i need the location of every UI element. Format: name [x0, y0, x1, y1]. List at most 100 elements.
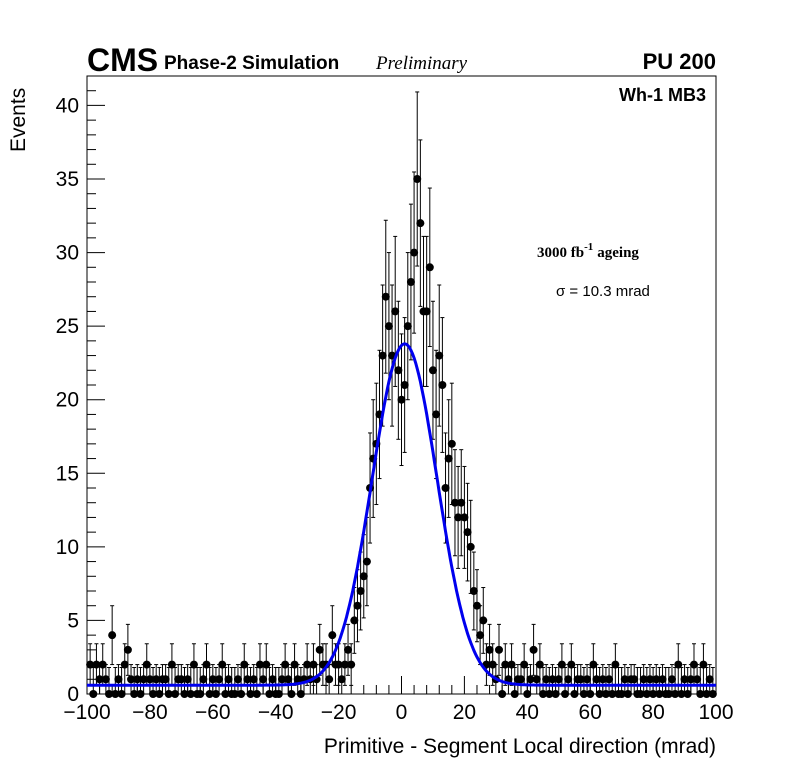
data-point — [539, 690, 548, 698]
chamber-label: Wh-1 MB3 — [619, 85, 706, 105]
y-tick-label: 0 — [67, 683, 79, 706]
data-point — [98, 660, 107, 669]
data-point — [92, 660, 101, 669]
data-point — [488, 660, 497, 669]
data-point — [406, 278, 415, 286]
data-point — [535, 660, 544, 669]
data-point — [400, 381, 409, 389]
data-point — [262, 660, 271, 669]
data-point — [350, 616, 359, 625]
data-point — [101, 675, 110, 684]
data-point — [620, 675, 629, 684]
data-point — [630, 675, 639, 684]
data-point — [557, 660, 566, 669]
data-point — [410, 248, 419, 257]
sigma-label: σ = 10.3 mrad — [556, 283, 650, 300]
data-point — [413, 175, 422, 183]
data-point — [545, 690, 554, 698]
data-point — [416, 219, 425, 228]
x-tick-labels: −100 −80 −60 −40 −20 0 20 40 60 80 100 — [63, 701, 733, 724]
data-point — [579, 690, 588, 698]
data-point — [337, 675, 346, 684]
data-point — [472, 601, 481, 610]
x-tick-label: 0 — [396, 701, 408, 724]
data-point — [693, 675, 702, 684]
data-point — [344, 645, 353, 654]
x-tick-label: 40 — [516, 701, 539, 724]
data-point — [293, 675, 302, 684]
data-point — [529, 645, 538, 654]
data-point — [95, 675, 104, 684]
data-point — [205, 690, 214, 698]
data-point — [589, 660, 598, 669]
data-point — [359, 572, 368, 581]
data-point — [86, 660, 95, 669]
data-point — [180, 690, 189, 698]
data-point — [523, 690, 532, 698]
data-point — [155, 690, 164, 698]
data-point — [658, 675, 667, 684]
data-point — [689, 660, 698, 669]
data-point — [290, 660, 299, 669]
data-point — [554, 675, 563, 684]
data-point — [680, 675, 689, 684]
ageing-label: 3000 fb-1 ageing — [537, 241, 639, 261]
data-point — [611, 660, 620, 669]
data-point — [237, 690, 246, 698]
data-point — [441, 484, 450, 492]
data-point — [224, 675, 233, 684]
data-point — [608, 690, 617, 698]
data-point — [268, 675, 277, 684]
data-point — [284, 675, 293, 684]
data-point — [167, 660, 176, 669]
data-point — [120, 660, 129, 669]
data-point — [340, 660, 349, 669]
data-point — [142, 660, 151, 669]
data-point — [664, 690, 673, 698]
data-point — [674, 660, 683, 669]
data-point — [249, 675, 258, 684]
data-point — [639, 675, 648, 684]
data-point — [450, 498, 459, 507]
data-point — [702, 690, 711, 698]
data-point — [576, 675, 585, 684]
y-tick-label: 25 — [56, 315, 79, 338]
data-point — [152, 675, 161, 684]
data-point — [636, 690, 645, 698]
data-point — [501, 660, 510, 669]
data-point — [378, 351, 387, 360]
ageing-suffix: ageing — [597, 245, 639, 261]
data-point — [498, 690, 507, 698]
data-point — [211, 690, 220, 698]
data-point — [246, 690, 255, 698]
data-point — [699, 660, 708, 669]
data-point — [567, 660, 576, 669]
x-tick-label: 100 — [698, 701, 733, 724]
data-point — [161, 675, 170, 684]
data-point — [108, 631, 117, 640]
y-tick-label: 40 — [56, 94, 79, 117]
data-point — [127, 675, 136, 684]
data-points — [86, 175, 717, 698]
data-point — [105, 690, 114, 698]
y-tick-label: 30 — [56, 242, 79, 265]
x-tick-label: 20 — [453, 701, 476, 724]
data-point — [303, 660, 312, 669]
data-point — [130, 690, 139, 698]
data-point — [623, 690, 632, 698]
data-point — [510, 690, 519, 698]
data-point — [274, 690, 283, 698]
data-point — [598, 675, 607, 684]
data-point — [89, 690, 98, 698]
data-point — [391, 307, 400, 316]
data-point — [287, 690, 296, 698]
data-point — [277, 675, 286, 684]
data-point — [221, 690, 230, 698]
data-point — [255, 660, 264, 669]
data-point — [281, 660, 290, 669]
data-point — [592, 675, 601, 684]
x-tick-label: −40 — [258, 701, 294, 724]
data-point — [652, 675, 661, 684]
data-point — [196, 690, 205, 698]
